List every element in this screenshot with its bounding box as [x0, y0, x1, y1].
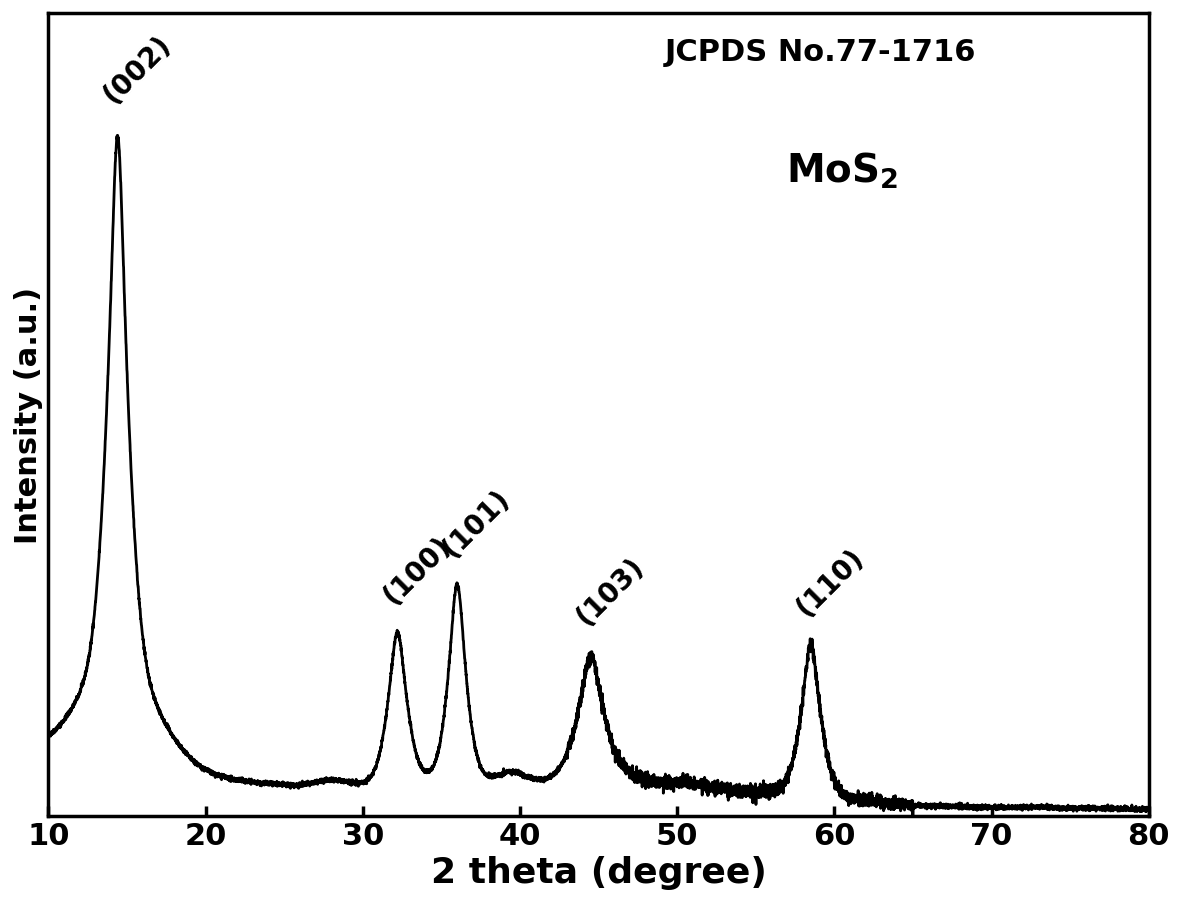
Text: $\mathbf{MoS_2}$: $\mathbf{MoS_2}$	[786, 150, 897, 191]
X-axis label: 2 theta (degree): 2 theta (degree)	[431, 855, 766, 889]
Text: JCPDS No.77-1716: JCPDS No.77-1716	[664, 38, 976, 67]
Y-axis label: Intensity (a.u.): Intensity (a.u.)	[14, 286, 43, 544]
Text: (101): (101)	[437, 484, 516, 563]
Text: (110): (110)	[791, 543, 870, 621]
Text: (103): (103)	[571, 552, 650, 630]
Text: (100): (100)	[378, 531, 457, 610]
Text: (002): (002)	[98, 30, 176, 109]
